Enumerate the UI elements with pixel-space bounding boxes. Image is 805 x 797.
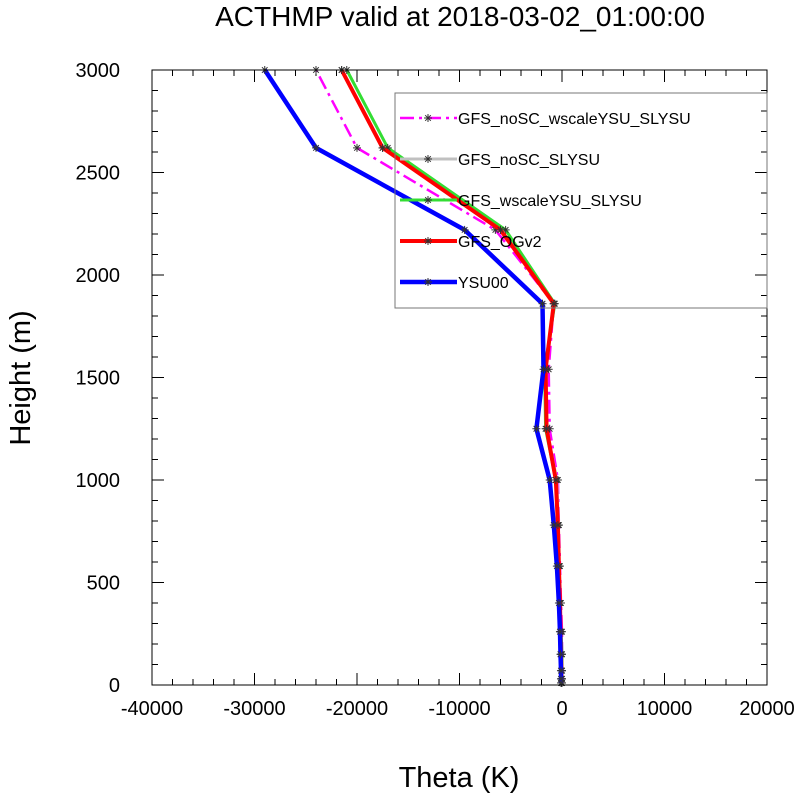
series-layer	[260, 66, 566, 687]
y-tick-label: 1000	[76, 470, 121, 492]
chart-title: ACTHMP valid at 2018-03-02_01:00:00	[215, 1, 705, 32]
x-tick-label: -10000	[428, 698, 490, 720]
legend-item: GFS_noSC_SLYSU	[400, 152, 600, 169]
legend-item: GFS_OGv2	[400, 234, 542, 251]
y-tick-label: 3000	[76, 60, 121, 82]
data-point	[460, 225, 469, 234]
legend-marker	[424, 155, 432, 163]
x-tick-label: 0	[556, 698, 567, 720]
legend-label: GFS_noSC_wscaleYSU_SLYSU	[458, 111, 691, 128]
data-point	[549, 299, 558, 308]
tick-labels: -40000 -30000 -20000 -10000 0 10000 20000 0 500 1…	[76, 60, 795, 720]
data-point	[552, 562, 561, 571]
y-tick-label: 0	[109, 675, 120, 697]
data-point	[556, 674, 565, 683]
data-point	[549, 521, 558, 530]
y-tick-label: 500	[87, 573, 120, 595]
data-point	[538, 299, 547, 308]
y-axis-label: Height (m)	[5, 310, 37, 445]
legend-marker	[424, 114, 432, 122]
y-tick-label: 1500	[76, 368, 121, 390]
x-tick-label: 20000	[739, 698, 795, 720]
data-point	[551, 476, 560, 484]
legend-label: GFS_noSC_SLYSU	[458, 152, 600, 169]
legend-item: GFS_noSC_wscaleYSU_SLYSU	[400, 111, 691, 128]
legend-item: GFS_wscaleYSU_SLYSU	[400, 193, 642, 210]
legend-marker	[424, 278, 432, 286]
series-line	[314, 69, 564, 683]
legend-box	[394, 92, 768, 309]
data-point	[378, 143, 387, 152]
x-tick-label: -40000	[121, 698, 183, 720]
x-tick-label: -30000	[223, 698, 285, 720]
legend-label: GFS_OGv2	[458, 234, 542, 251]
legend-label: GFS_wscaleYSU_SLYSU	[458, 193, 642, 210]
plot-frame	[151, 69, 768, 686]
data-point	[539, 365, 548, 374]
legend-item: YSU00	[400, 275, 509, 292]
legend-label: YSU00	[458, 275, 509, 292]
legend: GFS_noSC_wscaleYSU_SLYSU GFS_noSC_SLYSU GF…	[394, 92, 768, 309]
y-tick-label: 2000	[76, 265, 121, 287]
legend-marker	[424, 196, 432, 204]
data-point	[556, 650, 565, 659]
x-tick-label: 10000	[637, 698, 693, 720]
data-point	[312, 143, 320, 152]
data-point	[556, 666, 565, 675]
data-point	[496, 225, 505, 234]
data-point	[542, 424, 551, 433]
y-tick-label: 2500	[76, 163, 121, 185]
legend-marker	[424, 237, 432, 245]
data-point	[545, 476, 554, 484]
data-point	[532, 424, 541, 433]
data-point	[555, 627, 564, 636]
data-point	[353, 143, 361, 152]
x-axis-label: Theta (K)	[399, 762, 520, 794]
x-tick-label: -20000	[326, 698, 388, 720]
data-point	[554, 599, 563, 607]
